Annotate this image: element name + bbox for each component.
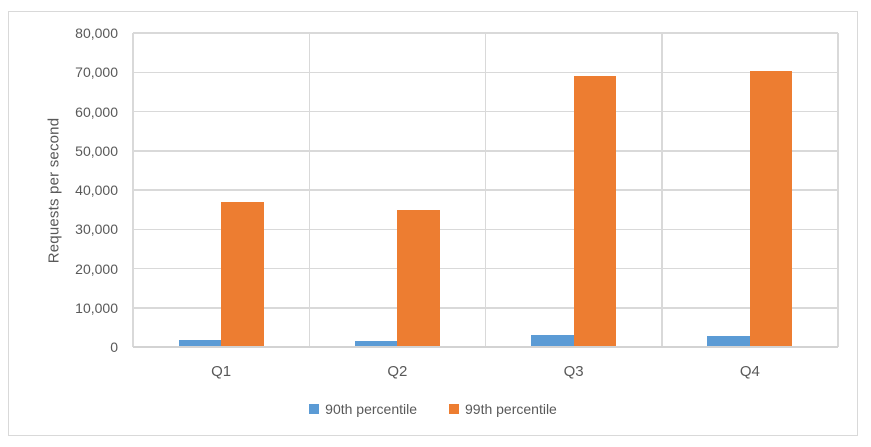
bar-90th-Q1 (178, 339, 222, 347)
bar-99th-Q3 (573, 76, 617, 347)
legend-label: 99th percentile (465, 401, 557, 417)
y-axis-tick-label: 70,000 (75, 64, 118, 81)
legend-swatch-icon (449, 404, 459, 414)
y-axis-tick-label: 10,000 (75, 299, 118, 316)
plot-area (132, 32, 839, 348)
legend-swatch-icon (309, 404, 320, 414)
y-axis-tick-label: 20,000 (75, 260, 118, 277)
x-category-label-Q2: Q2 (387, 363, 408, 380)
bar-99th-Q1 (221, 201, 264, 347)
x-axis-line (133, 346, 838, 348)
legend-item-99th: 99th percentile (449, 401, 557, 417)
legend: 90th percentile 99th percentile (9, 401, 857, 417)
bar-99th-Q4 (749, 71, 793, 347)
y-axis-tick-label: 60,000 (75, 103, 118, 120)
gridline-vertical (132, 33, 134, 347)
gridline-vertical (308, 33, 310, 347)
gridline-vertical (661, 33, 663, 347)
y-axis-tick-label: 40,000 (75, 182, 118, 198)
bar-90th-Q2 (354, 341, 398, 347)
y-axis-tick-label: 80,000 (75, 25, 118, 41)
bar-90th-Q3 (531, 335, 574, 347)
y-axis-tick-label: 30,000 (75, 221, 118, 238)
y-axis-tick-label: 0 (110, 339, 118, 355)
legend-item-90th: 90th percentile (309, 401, 417, 417)
x-category-label-Q3: Q3 (563, 363, 584, 380)
gridline-vertical (837, 33, 839, 347)
bar-90th-Q4 (707, 336, 750, 347)
x-category-label-Q1: Q1 (211, 363, 232, 380)
y-axis-tick-label: 50,000 (75, 142, 118, 159)
x-category-label-Q4: Q4 (739, 363, 760, 380)
gridline-vertical (484, 33, 487, 347)
bar-99th-Q2 (397, 209, 440, 347)
legend-label: 90th percentile (325, 401, 417, 417)
chart-frame: Requests per second 0 10,000 20,000 30,000 4… (8, 11, 858, 436)
